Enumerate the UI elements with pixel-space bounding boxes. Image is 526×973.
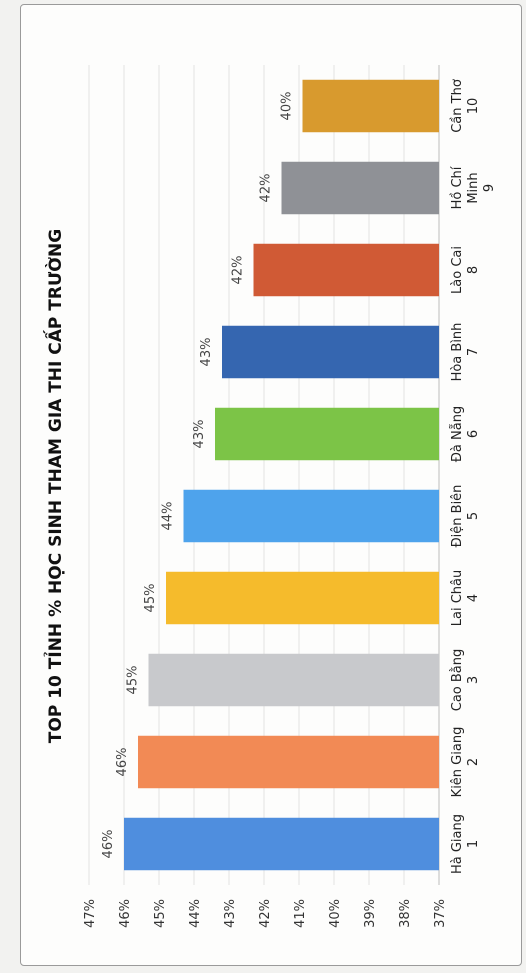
category-label: 9	[482, 184, 497, 192]
bar	[124, 817, 439, 871]
category-label: 3	[466, 676, 481, 684]
bar	[215, 407, 439, 461]
y-tick-label: 38%	[398, 899, 413, 928]
y-tick-label: 37%	[433, 899, 448, 928]
bar	[183, 489, 439, 543]
y-tick-label: 42%	[258, 899, 273, 928]
category-label: Minh	[466, 172, 481, 203]
y-tick-label: 40%	[328, 899, 343, 928]
data-label: 42%	[259, 174, 274, 203]
category-label: 2	[466, 758, 481, 766]
category-label: 5	[466, 512, 481, 520]
category-label: Lai Châu	[450, 570, 465, 626]
bar	[138, 735, 439, 789]
y-tick-label: 43%	[223, 899, 238, 928]
y-tick-label: 41%	[293, 899, 308, 928]
category-label: Cần Thơ	[450, 79, 465, 133]
y-tick-label: 47%	[83, 899, 98, 928]
category-label: 7	[466, 348, 481, 356]
bar	[281, 161, 439, 215]
category-label: Lào Cai	[450, 246, 465, 294]
category-label: 6	[466, 430, 481, 438]
data-label: 43%	[199, 338, 214, 367]
bar	[166, 571, 439, 625]
bar	[253, 243, 439, 297]
data-label: 43%	[192, 420, 207, 449]
category-label: 1	[466, 840, 481, 848]
y-tick-label: 46%	[118, 899, 133, 928]
chart-title: TOP 10 TỈNH % HỌC SINH THAM GIA THI CẤP …	[42, 229, 66, 743]
category-label: Hồ Chí	[450, 166, 465, 209]
data-label: 46%	[115, 748, 130, 777]
data-label: 45%	[143, 584, 158, 613]
category-label: Kiên Giang	[450, 727, 465, 798]
bar-chart: TOP 10 TỈNH % HỌC SINH THAM GIA THI CẤP …	[42, 65, 497, 928]
y-tick-label: 44%	[188, 899, 203, 928]
bar	[302, 79, 439, 133]
bar	[148, 653, 439, 707]
category-label: 4	[466, 594, 481, 602]
category-label: Hà Giang	[450, 814, 465, 874]
data-label: 40%	[280, 92, 295, 121]
category-label: Điện Biên	[450, 485, 465, 548]
category-label: Hòa Bình	[450, 323, 465, 382]
y-tick-label: 45%	[153, 899, 168, 928]
y-tick-label: 39%	[363, 899, 378, 928]
category-label: 10	[466, 98, 481, 115]
bar	[222, 325, 439, 379]
chart-page: TOP 10 TỈNH % HỌC SINH THAM GIA THI CẤP …	[20, 4, 522, 966]
data-label: 42%	[231, 256, 246, 285]
data-label: 45%	[126, 666, 141, 695]
data-label: 44%	[161, 502, 176, 531]
data-label: 46%	[101, 830, 116, 859]
category-label: 8	[466, 266, 481, 274]
category-label: Cao Bằng	[450, 649, 465, 712]
category-label: Đà Nẵng	[450, 406, 465, 462]
